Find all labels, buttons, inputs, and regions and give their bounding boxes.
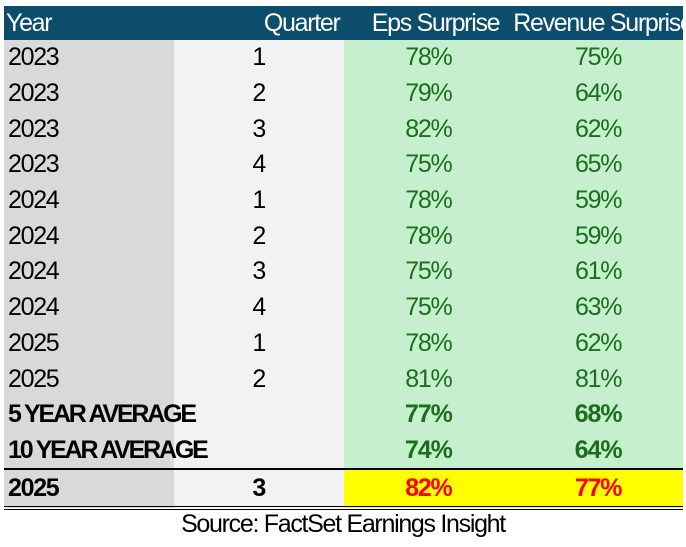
revenue-surprise-cell: 62% xyxy=(513,111,683,148)
header-year: Year xyxy=(4,6,174,40)
eps-surprise-cell: 78% xyxy=(343,218,514,255)
year-cell: 10 YEAR AVERAGE xyxy=(4,432,209,470)
quarter-cell: 3 xyxy=(173,111,344,148)
revenue-surprise-cell: 64% xyxy=(513,75,683,112)
eps-surprise-cell: 82% xyxy=(343,468,514,510)
table-row: 2023 2 79% 64% xyxy=(4,75,683,112)
quarter-cell: 1 xyxy=(173,182,344,219)
quarter-cell: 4 xyxy=(173,289,344,326)
surprise-table: Year Quarter Eps Surprise Revenue Surpri… xyxy=(4,6,686,510)
quarter-cell: 2 xyxy=(173,218,344,255)
table-row: 2023 3 82% 62% xyxy=(4,111,683,148)
quarter-cell xyxy=(173,432,344,470)
quarter-cell: 2 xyxy=(173,361,344,397)
eps-surprise-cell: 79% xyxy=(343,75,514,112)
year-cell: 2025 xyxy=(4,325,174,362)
quarter-cell: 2 xyxy=(173,75,344,112)
eps-surprise-cell: 78% xyxy=(343,182,514,219)
quarter-cell: 1 xyxy=(173,325,344,362)
revenue-surprise-cell: 61% xyxy=(513,254,683,290)
eps-surprise-cell: 75% xyxy=(343,254,514,290)
table-row: 2024 4 75% 63% xyxy=(4,289,683,326)
eps-surprise-cell: 81% xyxy=(343,361,514,397)
table-row: 2025 2 81% 81% xyxy=(4,361,683,397)
year-cell: 2024 xyxy=(4,182,174,219)
year-cell: 2025 xyxy=(4,361,174,397)
year-cell: 2025 xyxy=(4,468,174,510)
table-row: 2025 1 78% 62% xyxy=(4,325,683,362)
eps-surprise-cell: 78% xyxy=(343,40,514,76)
header-row: Year Quarter Eps Surprise Revenue Surpri… xyxy=(4,6,686,40)
table-row: 2024 2 78% 59% xyxy=(4,218,683,255)
highlight-row: 2025 3 82% 77% xyxy=(4,468,683,510)
quarter-cell: 1 xyxy=(173,40,344,76)
quarter-cell: 4 xyxy=(173,147,344,183)
average-row: 10 YEAR AVERAGE 74% 64% xyxy=(4,432,683,470)
revenue-surprise-cell: 59% xyxy=(513,182,683,219)
revenue-surprise-cell: 75% xyxy=(513,40,683,76)
quarter-cell xyxy=(173,396,344,433)
revenue-surprise-cell: 62% xyxy=(513,325,683,362)
eps-surprise-cell: 75% xyxy=(343,289,514,326)
header-quarter: Quarter xyxy=(173,6,344,40)
header-eps-surprise: Eps Surprise xyxy=(343,6,514,40)
eps-surprise-cell: 75% xyxy=(343,147,514,183)
year-cell: 2023 xyxy=(4,147,174,183)
revenue-surprise-cell: 64% xyxy=(513,432,683,470)
eps-surprise-cell: 77% xyxy=(343,396,514,433)
quarter-cell: 3 xyxy=(173,468,344,510)
table-row: 2023 1 78% 75% xyxy=(4,40,683,76)
year-cell: 2024 xyxy=(4,289,174,326)
table-row: 2024 3 75% 61% xyxy=(4,254,683,290)
table-row: 2023 4 75% 65% xyxy=(4,147,683,183)
eps-surprise-cell: 78% xyxy=(343,325,514,362)
year-cell: 2024 xyxy=(4,254,174,290)
eps-surprise-cell: 82% xyxy=(343,111,514,148)
average-row: 5 YEAR AVERAGE 77% 68% xyxy=(4,396,683,433)
eps-surprise-cell: 74% xyxy=(343,432,514,470)
header-revenue-surprise: Revenue Surprise xyxy=(513,6,686,40)
revenue-surprise-cell: 63% xyxy=(513,289,683,326)
revenue-surprise-cell: 77% xyxy=(513,468,683,510)
year-cell: 2024 xyxy=(4,218,174,255)
year-cell: 2023 xyxy=(4,75,174,112)
source-note: Source: FactSet Earnings Insight xyxy=(181,510,506,538)
quarter-cell: 3 xyxy=(173,254,344,290)
revenue-surprise-cell: 81% xyxy=(513,361,683,397)
table-row: 2024 1 78% 59% xyxy=(4,182,683,219)
year-cell: 5 YEAR AVERAGE xyxy=(4,396,197,433)
revenue-surprise-cell: 59% xyxy=(513,218,683,255)
revenue-surprise-cell: 65% xyxy=(513,147,683,183)
year-cell: 2023 xyxy=(4,40,174,76)
year-cell: 2023 xyxy=(4,111,174,148)
revenue-surprise-cell: 68% xyxy=(513,396,683,433)
